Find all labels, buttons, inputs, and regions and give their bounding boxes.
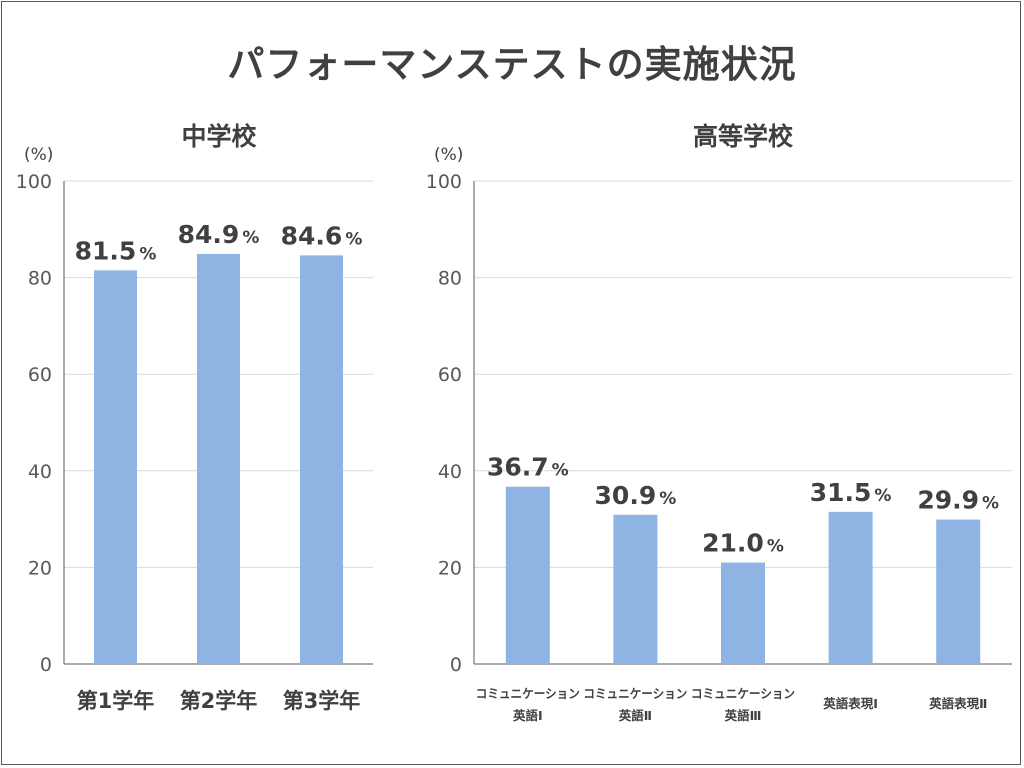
bar	[721, 562, 765, 664]
x-tick-label: コミュニケーション	[476, 686, 580, 701]
data-label-value: 36.7	[487, 453, 549, 482]
y-tick-label: 20	[28, 557, 52, 579]
data-label-value: 84.9	[178, 220, 240, 249]
x-tick-label: 英語Ⅲ	[725, 708, 762, 723]
data-label: 36.7%	[487, 453, 569, 482]
y-tick-label: 80	[438, 268, 462, 290]
y-tick-label: 0	[450, 654, 462, 676]
y-tick-label: 40	[28, 461, 52, 483]
y-tick-label: 40	[438, 461, 462, 483]
y-tick-label: 100	[426, 171, 462, 193]
x-tick-label: 英語表現Ⅰ	[823, 696, 878, 711]
data-label-value: 81.5	[75, 236, 137, 265]
data-label-value: 31.5	[810, 478, 872, 507]
y-tick-label: 0	[40, 654, 52, 676]
data-label-unit: %	[242, 228, 259, 248]
data-label: 30.9%	[595, 481, 677, 510]
data-label: 84.6%	[281, 221, 363, 250]
data-label: 81.5%	[75, 236, 157, 265]
figure-title: パフォーマンステストの実施状況	[227, 43, 797, 86]
data-label-unit: %	[767, 537, 784, 557]
y-tick-label: 100	[16, 171, 52, 193]
bar	[613, 514, 658, 664]
data-label: 21.0%	[702, 529, 784, 558]
bar	[936, 519, 981, 664]
bar	[300, 255, 343, 664]
y-tick-label: 60	[28, 364, 52, 386]
x-tick-label: コミュニケーション	[691, 686, 795, 701]
data-label-unit: %	[982, 494, 999, 514]
x-tick-label: 英語Ⅰ	[513, 708, 543, 723]
data-label-unit: %	[345, 229, 362, 249]
x-tick-label: コミュニケーション	[583, 686, 687, 701]
data-label: 84.9%	[178, 220, 260, 249]
bar	[197, 253, 240, 665]
data-label-value: 29.9	[917, 486, 979, 515]
y-unit-label: (%)	[24, 145, 53, 165]
bar	[505, 486, 550, 664]
data-label-unit: %	[552, 461, 569, 481]
data-label-unit: %	[874, 486, 891, 506]
chart-title: 高等学校	[693, 122, 794, 151]
x-tick-label: 第2学年	[180, 689, 258, 713]
x-tick-label: 英語Ⅱ	[619, 708, 652, 723]
y-unit-label: (%)	[434, 145, 463, 165]
y-tick-label: 80	[28, 268, 52, 290]
bar	[828, 511, 873, 664]
bar	[94, 270, 137, 664]
data-label-value: 21.0	[702, 529, 764, 558]
y-tick-label: 20	[438, 557, 462, 579]
data-label-value: 30.9	[595, 481, 657, 510]
data-label-unit: %	[139, 244, 156, 264]
data-label: 29.9%	[917, 486, 999, 515]
data-label-value: 84.6	[281, 221, 343, 250]
data-label: 31.5%	[810, 478, 892, 507]
x-tick-label: 第3学年	[283, 689, 361, 713]
data-label-unit: %	[659, 489, 676, 509]
x-tick-label: 英語表現Ⅱ	[929, 696, 987, 711]
x-tick-label: 第1学年	[77, 689, 155, 713]
y-tick-label: 60	[438, 364, 462, 386]
chart-title: 中学校	[181, 122, 257, 151]
